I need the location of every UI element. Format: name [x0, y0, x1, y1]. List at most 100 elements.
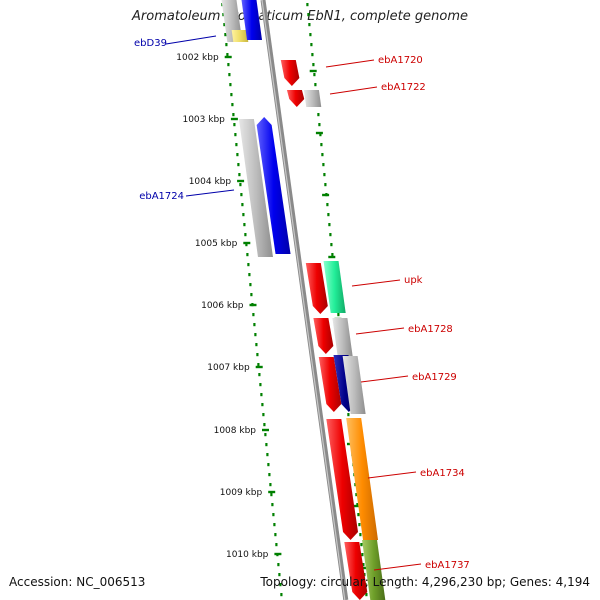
minor-tick-left — [246, 253, 249, 257]
gene-upk[interactable] — [305, 263, 328, 314]
scale-ticks-left — [221, 3, 283, 597]
minor-tick-left — [267, 463, 270, 467]
minor-tick-left — [223, 23, 226, 27]
genome-backbone-layer — [260, 0, 349, 600]
scale-tick-label: 1008 kbp — [214, 426, 257, 436]
gene-label-upk[interactable]: upk — [404, 275, 423, 286]
scale-tick-label: 1006 kbp — [201, 301, 244, 311]
gene-feature-yellow[interactable] — [231, 30, 249, 42]
minor-tick-right — [319, 133, 322, 137]
minor-tick-left — [249, 283, 252, 287]
minor-tick-left — [269, 483, 272, 487]
gene-feature-grey[interactable] — [332, 318, 353, 356]
leader-line — [360, 375, 409, 383]
gene-label-ebA1724[interactable]: ebA1724 — [139, 191, 184, 202]
minor-tick-right — [327, 213, 330, 217]
gene-ebA1737[interactable] — [344, 542, 368, 600]
minor-tick-left — [266, 453, 269, 457]
gene-ebA1734[interactable] — [326, 419, 359, 540]
minor-tick-right — [357, 513, 360, 517]
gene-label-ebA1722[interactable]: ebA1722 — [381, 82, 426, 93]
gene-feature-mint[interactable] — [323, 261, 346, 313]
minor-tick-right — [337, 313, 340, 317]
minor-tick-left — [226, 53, 229, 57]
gene-label-ebA1734[interactable]: ebA1734 — [420, 468, 465, 479]
minor-tick-right — [322, 163, 325, 167]
leader-line — [351, 279, 401, 287]
minor-tick-left — [278, 573, 281, 577]
scale-tick-label: 1007 kbp — [207, 363, 250, 373]
minor-tick-left — [232, 113, 235, 117]
gene-ebA1724[interactable] — [256, 117, 291, 254]
minor-tick-left — [240, 193, 243, 197]
minor-tick-left — [235, 143, 238, 147]
gene-feature-grey[interactable] — [303, 90, 322, 107]
minor-tick-right — [324, 183, 327, 187]
minor-tick-right — [312, 63, 315, 67]
minor-tick-left — [265, 443, 268, 447]
minor-tick-left — [228, 73, 231, 77]
minor-tick-right — [328, 223, 331, 227]
gene-feature-grey[interactable] — [342, 356, 366, 414]
gene-label-ebA1720[interactable]: ebA1720 — [378, 55, 423, 66]
minor-tick-right — [331, 253, 334, 257]
scale-tick-label: 1005 kbp — [195, 239, 238, 249]
minor-tick-right — [355, 493, 358, 497]
gene-ebA1720[interactable] — [280, 60, 300, 86]
minor-tick-right — [313, 73, 316, 77]
scale-tick-label: 1003 kbp — [182, 115, 225, 125]
minor-tick-right — [308, 23, 311, 27]
gene-label-ebA1728[interactable]: ebA1728 — [408, 324, 453, 335]
leader-line — [329, 86, 378, 95]
minor-tick-left — [233, 123, 236, 127]
minor-tick-right — [307, 13, 310, 17]
minor-tick-left — [229, 83, 232, 87]
gene-ebA1729[interactable] — [318, 357, 342, 412]
minor-tick-right — [360, 543, 363, 547]
gene-feature-grey[interactable] — [238, 119, 273, 257]
minor-tick-left — [231, 103, 234, 107]
minor-tick-left — [236, 153, 239, 157]
minor-tick-left — [255, 343, 258, 347]
minor-tick-left — [238, 173, 241, 177]
minor-tick-left — [280, 593, 283, 597]
leader-line — [325, 59, 375, 68]
minor-tick-left — [250, 293, 253, 297]
map-title: Aromatoleum aromaticum EbN1, complete ge… — [132, 9, 468, 24]
gene-ebA1722[interactable] — [286, 90, 305, 107]
leader-line — [165, 35, 217, 45]
gene-label-ebD39[interactable]: ebD39 — [134, 38, 167, 49]
minor-tick-left — [264, 433, 267, 437]
leader-line — [367, 471, 417, 479]
minor-tick-right — [310, 43, 313, 47]
minor-tick-left — [256, 353, 259, 357]
gene-ebD39[interactable] — [241, 0, 263, 40]
scale-tick-label: 1004 kbp — [189, 177, 232, 187]
minor-tick-left — [261, 403, 264, 407]
minor-tick-right — [311, 53, 314, 57]
minor-tick-left — [245, 243, 248, 247]
minor-tick-left — [277, 563, 280, 567]
minor-tick-right — [358, 523, 361, 527]
minor-tick-left — [263, 423, 266, 427]
minor-tick-right — [347, 413, 350, 417]
minor-tick-left — [225, 43, 228, 47]
gene-feature-olive[interactable] — [362, 540, 386, 600]
minor-tick-left — [222, 13, 225, 17]
gene-feature-orange[interactable] — [346, 418, 379, 540]
minor-tick-left — [244, 233, 247, 237]
gene-labels[interactable]: ebD39 ebA1720 ebA1722 ebA1724 upk ebA1728 ebA1… — [134, 38, 470, 571]
minor-tick-left — [270, 493, 273, 497]
minor-tick-right — [309, 33, 312, 37]
gene-ebA1728[interactable] — [313, 318, 334, 354]
minor-tick-left — [272, 513, 275, 517]
scale-tick-label: 1002 kbp — [176, 53, 219, 63]
gene-label-ebA1737[interactable]: ebA1737 — [425, 560, 470, 571]
accession-text: Accession: NC_006513 — [9, 575, 146, 589]
genome-backbone-highlight — [261, 0, 346, 600]
scale-tick-label: 1009 kbp — [220, 488, 263, 498]
scale-tick-label: 1010 kbp — [226, 550, 269, 560]
gene-label-ebA1729[interactable]: ebA1729 — [412, 372, 457, 383]
gene-features[interactable] — [221, 0, 386, 600]
